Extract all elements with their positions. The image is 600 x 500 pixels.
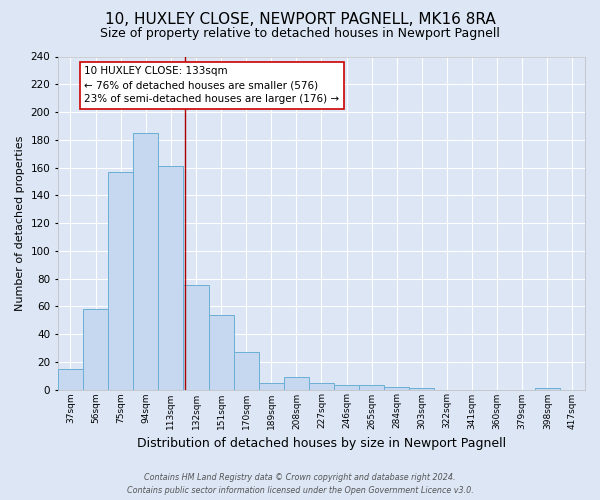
Bar xyxy=(259,382,284,390)
Bar xyxy=(309,382,334,390)
X-axis label: Distribution of detached houses by size in Newport Pagnell: Distribution of detached houses by size … xyxy=(137,437,506,450)
Bar xyxy=(209,314,233,390)
Bar xyxy=(359,386,384,390)
Bar xyxy=(83,309,108,390)
Text: Size of property relative to detached houses in Newport Pagnell: Size of property relative to detached ho… xyxy=(100,28,500,40)
Y-axis label: Number of detached properties: Number of detached properties xyxy=(15,136,25,310)
Bar xyxy=(284,377,309,390)
Bar xyxy=(158,166,184,390)
Text: 10, HUXLEY CLOSE, NEWPORT PAGNELL, MK16 8RA: 10, HUXLEY CLOSE, NEWPORT PAGNELL, MK16 … xyxy=(104,12,496,28)
Bar xyxy=(384,386,409,390)
Bar xyxy=(535,388,560,390)
Bar xyxy=(58,368,83,390)
Bar xyxy=(409,388,434,390)
Bar xyxy=(184,286,209,390)
Bar xyxy=(334,386,359,390)
Text: 10 HUXLEY CLOSE: 133sqm
← 76% of detached houses are smaller (576)
23% of semi-d: 10 HUXLEY CLOSE: 133sqm ← 76% of detache… xyxy=(84,66,340,104)
Bar xyxy=(233,352,259,390)
Bar xyxy=(133,133,158,390)
Text: Contains HM Land Registry data © Crown copyright and database right 2024.
Contai: Contains HM Land Registry data © Crown c… xyxy=(127,474,473,495)
Bar xyxy=(108,172,133,390)
